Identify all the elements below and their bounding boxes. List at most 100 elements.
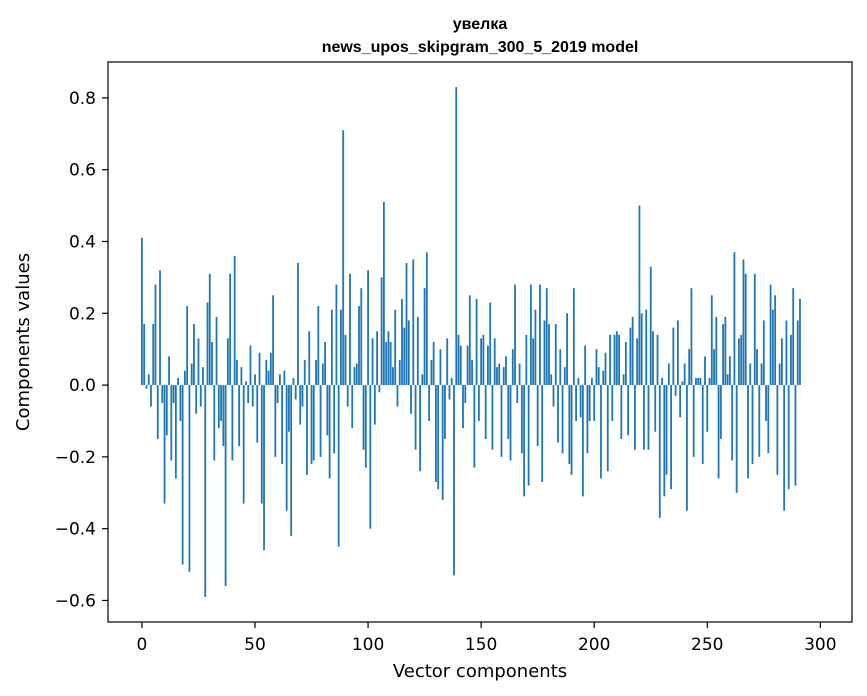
- bar-component-285: [785, 320, 788, 386]
- bar-component-139: [455, 87, 458, 386]
- bar-component-25: [197, 338, 200, 386]
- bar-component-127: [428, 385, 431, 421]
- bar-component-99: [364, 385, 367, 468]
- bar-component-136: [448, 385, 451, 400]
- bar-component-108: [385, 342, 388, 386]
- bar-component-75: [310, 385, 313, 465]
- bar-component-257: [722, 324, 725, 386]
- bar-component-97: [360, 288, 363, 386]
- bar-component-225: [649, 266, 652, 386]
- bar-component-245: [695, 377, 697, 386]
- chart-title-line-1: увелка: [453, 16, 508, 33]
- bar-component-175: [536, 385, 539, 447]
- bar-component-233: [667, 363, 670, 386]
- bar-component-44: [240, 367, 243, 386]
- bar-component-221: [640, 313, 643, 386]
- bar-component-250: [706, 385, 709, 432]
- bar-component-198: [588, 385, 591, 421]
- bar-component-227: [654, 385, 657, 432]
- bar-component-162: [507, 385, 510, 439]
- bar-component-119: [410, 385, 412, 414]
- bar-component-236: [674, 385, 677, 396]
- bar-component-178: [543, 320, 546, 386]
- bar-component-240: [683, 363, 686, 386]
- bar-component-67: [292, 377, 295, 386]
- bar-component-196: [584, 345, 587, 386]
- bar-component-9: [161, 385, 164, 404]
- bar-component-239: [681, 381, 684, 386]
- bar-component-191: [572, 288, 575, 386]
- bar-component-45: [242, 385, 245, 504]
- bar-component-86: [335, 284, 338, 386]
- bar-component-218: [634, 385, 636, 450]
- bar-component-256: [719, 385, 722, 439]
- bar-component-24: [195, 385, 198, 414]
- bar-component-93: [351, 385, 354, 429]
- bar-component-59: [274, 385, 277, 457]
- bar-component-72: [303, 359, 306, 386]
- bar-component-5: [152, 324, 155, 386]
- bar-component-118: [407, 320, 410, 386]
- bar-component-120: [412, 259, 415, 386]
- bar-component-98: [362, 385, 365, 450]
- bar-component-286: [787, 385, 790, 490]
- bar-component-234: [670, 385, 672, 490]
- bar-component-69: [297, 263, 299, 386]
- bar-component-94: [353, 367, 356, 386]
- bar-component-95: [355, 363, 358, 386]
- bar-component-264: [738, 338, 740, 386]
- bar-component-248: [701, 385, 704, 465]
- bar-component-52: [258, 352, 261, 386]
- bar-component-219: [636, 338, 639, 386]
- bar-component-230: [661, 377, 663, 386]
- bar-component-26: [199, 385, 202, 407]
- bar-component-179: [545, 288, 548, 386]
- bar-component-289: [794, 385, 797, 486]
- bar-component-61: [278, 374, 281, 386]
- bar-component-166: [516, 385, 519, 404]
- bar-component-32: [213, 385, 216, 461]
- bar-component-58: [272, 295, 274, 386]
- bar-component-276: [765, 385, 767, 421]
- bar-component-204: [602, 370, 605, 386]
- bar-component-154: [489, 302, 492, 386]
- bar-component-291: [799, 298, 801, 386]
- bar-series: [141, 87, 801, 597]
- bar-component-283: [780, 338, 783, 386]
- bar-component-137: [450, 377, 453, 386]
- bar-component-159: [500, 385, 503, 457]
- bar-component-231: [663, 385, 666, 497]
- bar-component-129: [432, 342, 435, 386]
- bar-component-138: [453, 385, 455, 576]
- bar-component-90: [344, 334, 347, 386]
- bar-component-4: [150, 385, 152, 407]
- bar-component-252: [710, 295, 713, 386]
- bar-component-131: [437, 385, 440, 490]
- bar-component-222: [643, 385, 645, 450]
- bar-component-39: [229, 273, 232, 386]
- bar-component-49: [251, 385, 254, 407]
- bar-component-6: [154, 284, 157, 386]
- bar-component-83: [328, 385, 331, 479]
- x-tick-label: 300: [804, 635, 836, 655]
- bar-component-237: [676, 320, 679, 386]
- bar-component-82: [326, 385, 329, 436]
- bar-component-193: [577, 377, 580, 386]
- bar-component-51: [256, 385, 259, 443]
- bar-component-160: [502, 367, 505, 386]
- bar-component-263: [735, 385, 738, 493]
- bar-component-235: [672, 327, 675, 386]
- bar-component-224: [647, 385, 650, 450]
- bar-component-176: [539, 284, 541, 386]
- bar-component-57: [269, 352, 272, 386]
- bar-component-66: [290, 385, 293, 536]
- bar-component-13: [170, 385, 173, 461]
- bar-component-96: [358, 306, 360, 386]
- bar-component-74: [308, 331, 311, 386]
- bar-component-84: [330, 309, 333, 386]
- bar-component-238: [679, 385, 682, 418]
- bar-component-147: [473, 385, 476, 468]
- bar-component-122: [416, 316, 419, 386]
- bar-component-281: [776, 385, 779, 475]
- bar-component-141: [459, 345, 462, 386]
